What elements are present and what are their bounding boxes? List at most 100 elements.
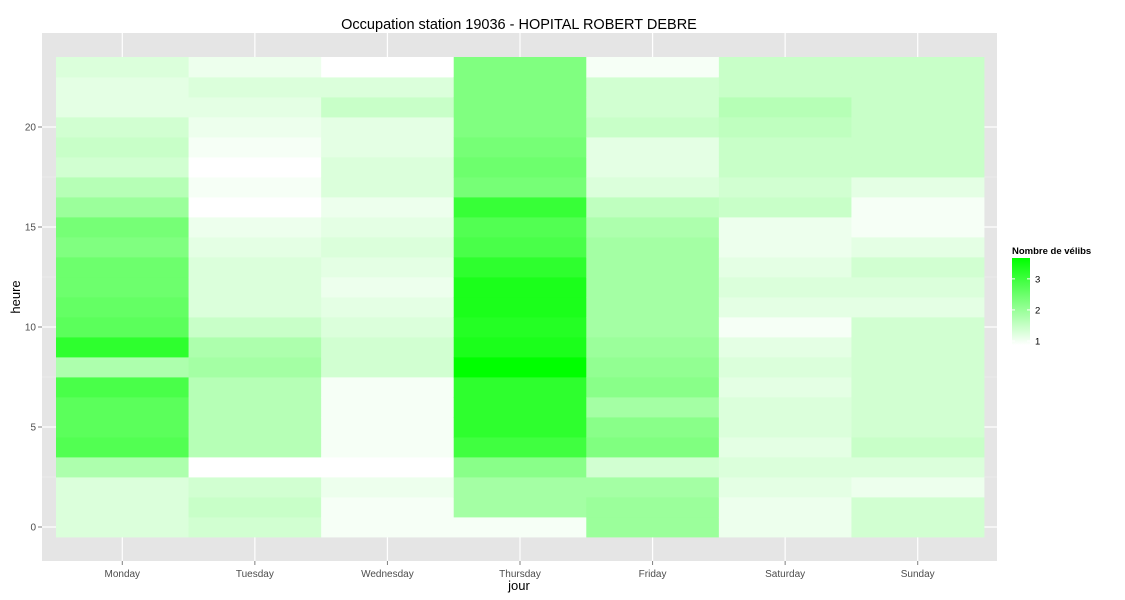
heatmap-cell [453,117,587,138]
x-tick-label: Tuesday [236,569,274,580]
heatmap-cell [321,377,455,398]
heatmap-cell [586,397,720,418]
heatmap-cell [321,237,455,258]
heatmap-cell [453,497,587,518]
heatmap-cell [851,77,985,98]
heatmap-cell [586,197,720,218]
heatmap-cell [453,417,587,438]
heatmap-cell [453,437,587,458]
heatmap-cell [718,457,852,478]
heatmap-cell [586,137,720,158]
heatmap-cell [453,337,587,358]
heatmap-cell [718,157,852,178]
legend-tick-label: 3 [1035,274,1040,285]
x-axis: Monday Tuesday Wednesday Thursday Friday Satu… [104,561,935,580]
heatmap-cell [586,497,720,518]
heatmap-cell [718,117,852,138]
heatmap-cell [321,397,455,418]
heatmap-cell [188,177,322,198]
heatmap-cell [718,197,852,218]
heatmap-cell [188,77,322,98]
heatmap-cell [56,77,189,98]
heatmap-cell [453,397,587,418]
heatmap-cell [321,277,455,298]
heatmap-cell [718,217,852,238]
y-axis-title: heure [8,280,23,313]
heatmap-cell [718,97,852,118]
heatmap-cell [188,477,322,498]
heatmap-cell [188,137,322,158]
x-axis-title: jour [507,578,530,593]
heatmap-cell [453,137,587,158]
heatmap-cell [321,497,455,518]
heatmap-cell [718,237,852,258]
heatmap-cell [188,437,322,458]
heatmap-cell [586,57,720,78]
heatmap-cell [718,497,852,518]
heatmap-cell [188,417,322,438]
heatmap-cell [453,57,587,78]
heatmap-cell [321,137,455,158]
heatmap-cell [188,197,322,218]
heatmap-cell [586,297,720,318]
heatmap-cell [851,137,985,158]
heatmap-cell [188,157,322,178]
heatmap-cell [718,417,852,438]
heatmap-cell [851,437,985,458]
heatmap-cell [321,177,455,198]
heatmap-cell [851,517,985,538]
heatmap-cell [321,457,455,478]
heatmap-cell [56,277,189,298]
heatmap-cell [453,197,587,218]
heatmap-cell [321,257,455,278]
heatmap-cell [718,357,852,378]
heatmap-cell [851,337,985,358]
legend-ticks: 1 2 3 [1012,274,1040,348]
heatmap-cell [56,97,189,118]
y-axis: 0 5 10 15 20 [25,123,42,534]
heatmap-cell [851,237,985,258]
y-tick-label: 10 [25,323,37,334]
heatmap-cell [56,477,189,498]
heatmap-cell [188,497,322,518]
heatmap-cell [851,297,985,318]
heatmap-cell [586,117,720,138]
heatmap-cell [718,137,852,158]
heatmap-cell [56,57,189,78]
heatmap-cell [188,317,322,338]
heatmap-cell [718,517,852,538]
heatmap-cell [453,517,587,538]
heatmap-cell [718,477,852,498]
heatmap-cell [718,437,852,458]
y-tick-label: 0 [30,523,36,534]
heatmap-cell [851,197,985,218]
heatmap-cell [56,457,189,478]
chart-title: Occupation station 19036 - HOPITAL ROBER… [341,17,697,33]
heatmap-cell [56,157,189,178]
x-tick-label: Saturday [765,569,805,580]
heatmap-cell [851,157,985,178]
heatmap-cell [851,177,985,198]
heatmap-cell [453,477,587,498]
heatmap-cell [188,277,322,298]
heatmap-cell [321,417,455,438]
heatmap-cell [453,297,587,318]
heatmap-cell [851,397,985,418]
x-tick-label: Monday [104,569,140,580]
heatmap-cell [321,317,455,338]
heatmap-cell [321,97,455,118]
heatmap-cell [321,297,455,318]
heatmap-cell [718,257,852,278]
heatmap-cell [851,57,985,78]
heatmap-cell [718,177,852,198]
heatmap-cell [851,277,985,298]
heatmap-cell [188,337,322,358]
legend: Nombre de vélibs 1 2 3 [1012,246,1091,348]
heatmap-cell [586,177,720,198]
heatmap-cell [453,77,587,98]
heatmap-cell [453,357,587,378]
heatmap-cell [56,237,189,258]
legend-tick-label: 1 [1035,337,1040,348]
heatmap-cell [321,437,455,458]
heatmap-cell [188,377,322,398]
